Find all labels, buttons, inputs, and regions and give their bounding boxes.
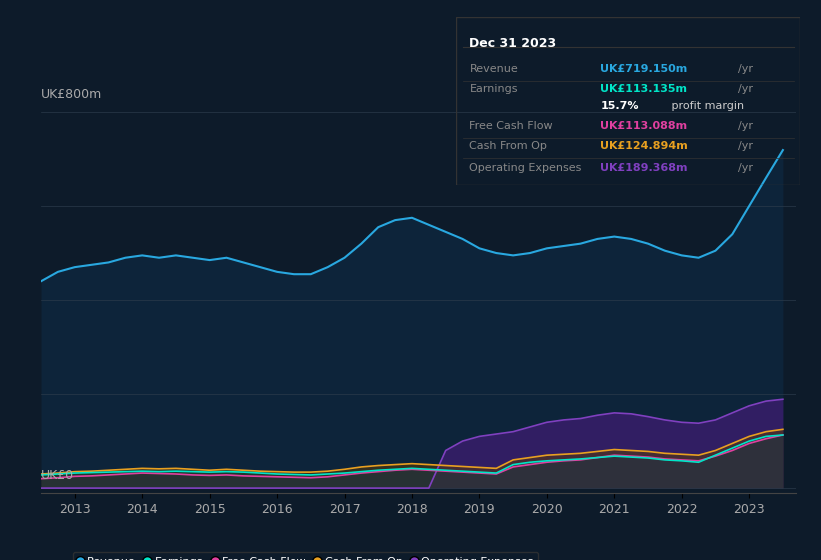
Text: /yr: /yr <box>738 141 754 151</box>
Text: /yr: /yr <box>738 84 754 94</box>
Text: UK£189.368m: UK£189.368m <box>600 163 688 173</box>
Text: Dec 31 2023: Dec 31 2023 <box>470 37 557 50</box>
Legend: Revenue, Earnings, Free Cash Flow, Cash From Op, Operating Expenses: Revenue, Earnings, Free Cash Flow, Cash … <box>72 552 539 560</box>
Text: Cash From Op: Cash From Op <box>470 141 548 151</box>
Text: UK£124.894m: UK£124.894m <box>600 141 688 151</box>
Text: /yr: /yr <box>738 64 754 74</box>
Text: profit margin: profit margin <box>667 101 744 111</box>
Text: UK£113.088m: UK£113.088m <box>600 121 688 131</box>
Text: UK£719.150m: UK£719.150m <box>600 64 688 74</box>
Text: Revenue: Revenue <box>470 64 518 74</box>
Text: /yr: /yr <box>738 163 754 173</box>
Text: Operating Expenses: Operating Expenses <box>470 163 582 173</box>
Text: Free Cash Flow: Free Cash Flow <box>470 121 553 131</box>
Text: UK£113.135m: UK£113.135m <box>600 84 687 94</box>
Text: 15.7%: 15.7% <box>600 101 639 111</box>
Text: Earnings: Earnings <box>470 84 518 94</box>
Text: UK£800m: UK£800m <box>41 88 103 101</box>
Text: UK£0: UK£0 <box>41 469 74 482</box>
Text: /yr: /yr <box>738 121 754 131</box>
